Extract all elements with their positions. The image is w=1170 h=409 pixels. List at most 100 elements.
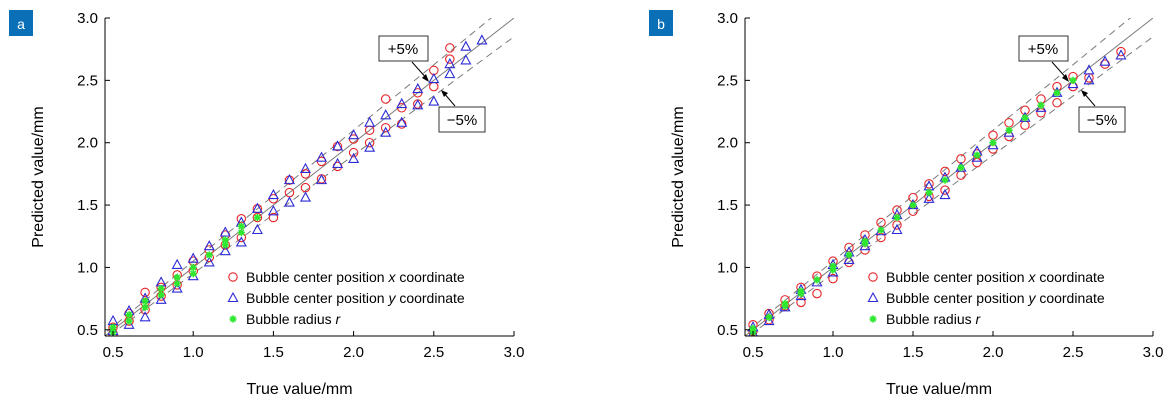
point-y-coordinate — [460, 54, 472, 65]
point-y-coordinate — [843, 253, 855, 264]
annotation-minus: −5% — [438, 90, 486, 133]
point-radius — [893, 213, 901, 222]
x-axis-label: True value/mm — [886, 381, 992, 398]
point-y-coordinate — [299, 162, 312, 173]
point-radius — [109, 323, 117, 331]
point-x-coordinate — [140, 287, 150, 298]
x-tick-label: 2.0 — [343, 344, 364, 361]
point-radius — [829, 262, 837, 270]
point-y-coordinate — [1083, 74, 1095, 85]
point-radius — [877, 226, 885, 234]
y-tick-label: 1.5 — [717, 197, 738, 214]
legend-entry: Bubble center position y coordinate — [246, 290, 465, 306]
point-radius — [925, 188, 933, 197]
point-y-coordinate — [235, 236, 247, 247]
y-axis-label: Predicted value/mm — [670, 106, 687, 247]
legend-entry: Bubble radius r — [246, 311, 342, 327]
legend-marker-triangle — [227, 291, 239, 303]
point-radius — [1005, 126, 1013, 134]
data-points — [107, 34, 488, 336]
minus-5-line — [107, 36, 514, 336]
y-axis-label: Predicted value/mm — [30, 106, 47, 247]
y-tick-label: 3.0 — [77, 10, 98, 27]
point-radius — [829, 266, 837, 274]
point-y-coordinate — [203, 256, 215, 267]
point-y-coordinate — [1083, 64, 1095, 75]
point-y-coordinate — [1115, 49, 1127, 60]
y-tick-label: 0.5 — [717, 322, 738, 339]
point-x-coordinate — [268, 212, 279, 223]
point-x-coordinate — [1020, 120, 1030, 130]
point-radius — [1037, 101, 1045, 109]
x-tick-label: 1.0 — [183, 344, 204, 361]
point-y-coordinate — [923, 192, 935, 203]
point-y-coordinate — [763, 314, 775, 326]
point-y-coordinate — [203, 240, 215, 251]
y-tick-label: 3.0 — [717, 10, 738, 27]
point-x-coordinate — [828, 273, 838, 284]
point-radius — [957, 164, 965, 172]
point-radius — [989, 139, 997, 147]
point-y-coordinate — [123, 318, 135, 329]
point-x-coordinate — [988, 130, 998, 140]
point-radius — [1069, 76, 1077, 84]
annotation-minus-text: −5% — [1087, 112, 1117, 129]
identity-line — [105, 18, 514, 336]
legend-entry: Bubble center position y coordinate — [886, 290, 1105, 306]
annotation-plus-arrowhead — [422, 74, 429, 82]
annotation-plus-text: +5% — [388, 41, 418, 58]
point-y-coordinate — [332, 140, 344, 151]
x-tick-label: 1.0 — [823, 344, 844, 361]
point-y-coordinate — [396, 97, 408, 109]
point-y-coordinate — [251, 202, 263, 213]
point-radius — [141, 297, 149, 305]
panel-badge-box — [649, 10, 673, 36]
point-y-coordinate — [460, 40, 472, 51]
annotation-minus-text: −5% — [447, 112, 477, 129]
x-tick-label: 2.5 — [1063, 344, 1084, 361]
point-x-coordinate — [940, 166, 950, 177]
point-y-coordinate — [380, 126, 392, 137]
point-y-coordinate — [219, 245, 231, 256]
point-y-coordinate — [476, 34, 488, 45]
point-y-coordinate — [891, 223, 903, 235]
reference-lines — [105, 18, 514, 336]
legend: Bubble center position x coordinate Bubbl… — [867, 269, 1105, 327]
legend-entry: Bubble radius r — [886, 311, 982, 327]
annotation-plus: +5% — [1018, 35, 1069, 82]
reference-lines — [745, 18, 1153, 336]
annotation-plus-text: +5% — [1028, 41, 1058, 58]
point-y-coordinate — [283, 173, 295, 185]
y-tick-label: 2.5 — [717, 72, 738, 89]
point-y-coordinate — [348, 129, 360, 140]
point-x-coordinate — [796, 297, 806, 308]
point-radius — [237, 228, 245, 237]
annotation-plus-arrowhead — [1062, 74, 1069, 82]
point-y-coordinate — [316, 173, 328, 185]
point-y-coordinate — [283, 196, 295, 207]
plus-5-line — [745, 18, 1131, 334]
point-radius — [749, 324, 757, 333]
point-radius — [973, 151, 981, 159]
point-x-coordinate — [812, 288, 822, 299]
y-tick-label: 1.5 — [77, 197, 98, 214]
point-radius — [173, 280, 181, 288]
legend: Bubble center position x coordinate Bubbl… — [227, 269, 465, 327]
point-y-coordinate — [444, 57, 456, 69]
point-radius — [941, 176, 949, 184]
legend-marker-circle — [228, 272, 238, 282]
point-radius — [797, 287, 805, 295]
point-x-coordinate — [429, 81, 439, 92]
point-x-coordinate — [924, 179, 934, 189]
point-x-coordinate — [1004, 118, 1014, 128]
point-y-coordinate — [171, 282, 183, 293]
point-y-coordinate — [316, 151, 328, 162]
point-x-coordinate — [396, 119, 407, 129]
point-radius — [237, 222, 245, 230]
y-tick-label: 2.0 — [717, 135, 738, 152]
annotation-plus-box — [1018, 35, 1069, 62]
legend-marker-triangle — [867, 291, 879, 303]
point-y-coordinate — [444, 67, 456, 79]
point-x-coordinate — [445, 54, 455, 64]
point-x-coordinate — [956, 170, 966, 180]
